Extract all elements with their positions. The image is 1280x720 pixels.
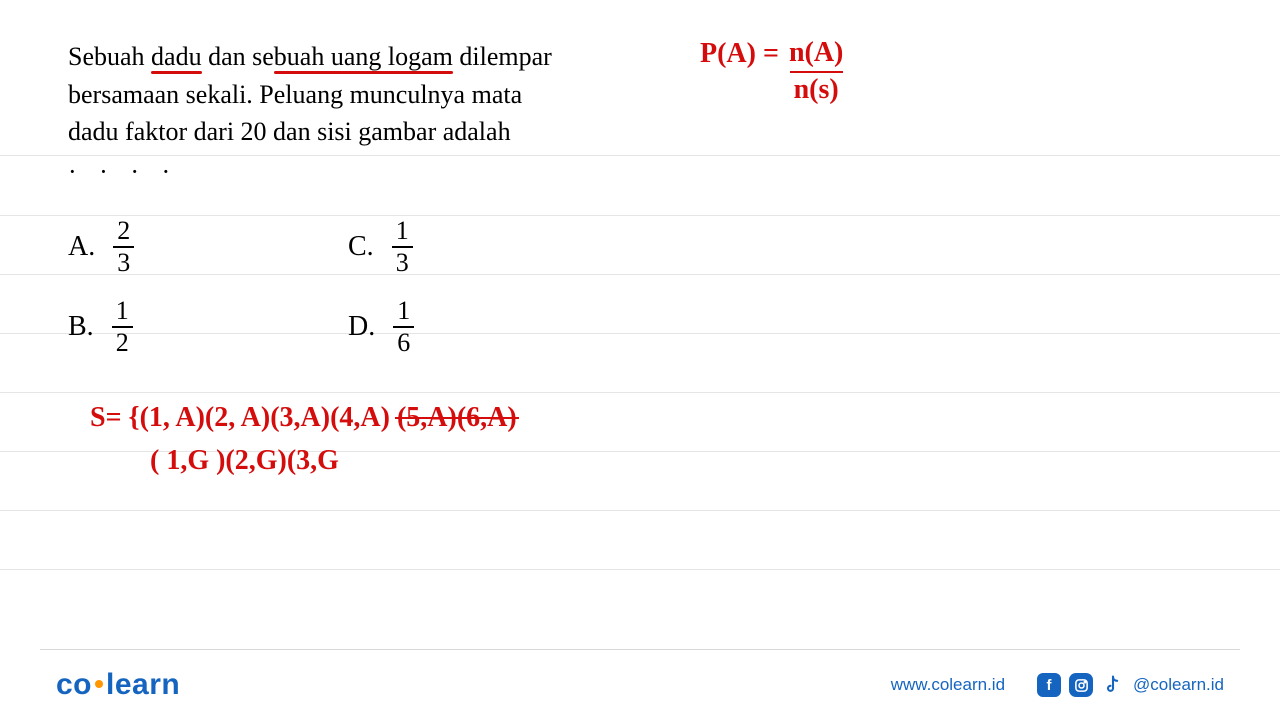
option-c-num: 1 xyxy=(392,218,413,246)
underlined-dadu: dadu xyxy=(151,42,202,71)
formula-den: n(s) xyxy=(790,71,843,106)
option-c: C. 1 3 xyxy=(348,218,628,276)
option-d-den: 6 xyxy=(393,326,414,356)
sample-space-rest: (1, A)(2, A)(3,A)(4,A) xyxy=(140,402,397,433)
website-url: www.colearn.id xyxy=(891,675,1005,695)
sample-space-line2: ( 1,G )(2,G)(3,G xyxy=(150,441,517,480)
option-d-label: D. xyxy=(348,311,375,343)
option-d-fraction: 1 6 xyxy=(393,298,414,356)
question-text: Sebuah dadu dan sebuah uang logam dilemp… xyxy=(68,38,658,151)
formula-fraction: n(A) n(s) xyxy=(785,38,847,106)
formula-lhs: P(A) = xyxy=(700,38,779,70)
footer: colearn www.colearn.id f @colearn.id xyxy=(0,650,1280,720)
question-line1-part3: dilempar xyxy=(453,42,552,71)
social-block: f @colearn.id xyxy=(1037,673,1224,697)
logo-part2: learn xyxy=(106,668,180,701)
strike-5a: (5,A) xyxy=(397,402,457,433)
question-line3: dadu faktor dari 20 dan sisi gambar adal… xyxy=(68,117,511,146)
question-dots: · · · · xyxy=(68,157,658,187)
question-line2: bersamaan sekali. Peluang munculnya mata xyxy=(68,80,522,109)
footer-right: www.colearn.id f @colearn.id xyxy=(891,673,1224,697)
question-line1-part1: Sebuah xyxy=(68,42,151,71)
logo-dot-icon xyxy=(95,680,103,688)
social-handle: @colearn.id xyxy=(1133,675,1224,695)
option-c-label: C. xyxy=(348,231,374,263)
instagram-icon xyxy=(1069,673,1093,697)
question-block: Sebuah dadu dan sebuah uang logam dilemp… xyxy=(68,38,658,187)
underlined-uang-logam: buah uang logam xyxy=(274,42,453,71)
formula-num: n(A) xyxy=(785,38,847,71)
option-b-den: 2 xyxy=(112,326,133,356)
option-a-fraction: 2 3 xyxy=(113,218,134,276)
facebook-icon: f xyxy=(1037,673,1061,697)
option-c-fraction: 1 3 xyxy=(392,218,413,276)
strike-6a: (6,A) xyxy=(457,402,517,433)
option-a: A. 2 3 xyxy=(68,218,348,276)
option-b-num: 1 xyxy=(112,298,133,326)
probability-formula: P(A) = n(A) n(s) xyxy=(700,38,847,106)
option-c-den: 3 xyxy=(392,246,413,276)
colearn-logo: colearn xyxy=(56,668,180,702)
sample-space-start: S= { xyxy=(90,402,140,433)
logo-part1: co xyxy=(56,668,92,701)
question-line1-part2: dan se xyxy=(202,42,274,71)
option-b: B. 1 2 xyxy=(68,298,348,356)
handwritten-work: S= {(1, A)(2, A)(3,A)(4,A) (5,A)(6,A) ( … xyxy=(90,398,517,480)
sample-space-line1: S= {(1, A)(2, A)(3,A)(4,A) (5,A)(6,A) xyxy=(90,398,517,437)
tiktok-icon xyxy=(1101,673,1125,697)
option-a-den: 3 xyxy=(113,246,134,276)
option-b-label: B. xyxy=(68,311,94,343)
option-a-num: 2 xyxy=(113,218,134,246)
option-b-fraction: 1 2 xyxy=(112,298,133,356)
options-block: A. 2 3 C. 1 3 B. 1 2 xyxy=(68,218,628,378)
option-a-label: A. xyxy=(68,231,95,263)
option-d-num: 1 xyxy=(393,298,414,326)
option-d: D. 1 6 xyxy=(348,298,628,356)
